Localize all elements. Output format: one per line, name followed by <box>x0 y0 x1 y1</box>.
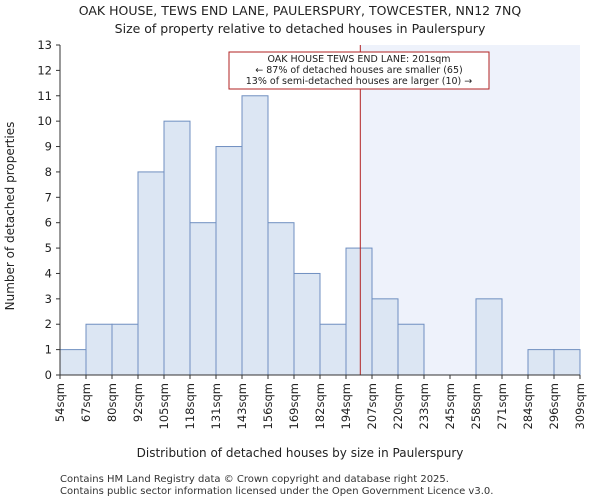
bar-67sqm <box>85 323 113 376</box>
bar-194sqm <box>345 247 373 376</box>
x-tick-label: 296sqm <box>547 383 561 429</box>
bar-182sqm <box>319 323 347 376</box>
y-tick-label: 2 <box>45 317 52 331</box>
annotation-frame <box>228 51 490 90</box>
x-tick-label: 233sqm <box>417 383 431 429</box>
chart-subtitle: Size of property relative to detached ho… <box>115 21 486 36</box>
x-tick-label: 143sqm <box>235 383 249 429</box>
annotation-line-1: OAK HOUSE TEWS END LANE: 201sqm <box>267 54 450 65</box>
y-tick-label: 5 <box>45 241 52 255</box>
y-tick-label: 7 <box>45 190 52 204</box>
annotation-box: OAK HOUSE TEWS END LANE: 201sqm ← 87% of… <box>228 51 490 90</box>
y-tick-label: 6 <box>45 216 52 230</box>
x-axis: 54sqm 67sqm 80sqm 92sqm 105sqm 118sqm 131sqm 14… <box>53 374 587 429</box>
bar-220sqm <box>397 323 425 376</box>
x-tick-label: 54sqm <box>53 383 67 422</box>
bar-54sqm <box>59 349 87 376</box>
x-tick-label: 169sqm <box>287 383 301 429</box>
bars-group <box>59 95 581 376</box>
x-tick-label: 271sqm <box>495 383 509 429</box>
x-tick-label: 156sqm <box>261 383 275 429</box>
y-tick-label: 12 <box>37 63 52 77</box>
bar-80sqm <box>111 323 139 376</box>
bar-284sqm <box>527 349 555 376</box>
bar-169sqm <box>293 272 321 376</box>
footer-line-2: Contains public sector information licen… <box>60 486 493 497</box>
bar-258sqm <box>475 298 503 376</box>
bar-207sqm <box>371 298 399 376</box>
x-axis-label: Distribution of detached houses by size … <box>137 446 464 460</box>
chart-title: OAK HOUSE, TEWS END LANE, PAULERSPURY, T… <box>79 3 522 18</box>
x-tick-label: 92sqm <box>131 383 145 422</box>
x-tick-label: 284sqm <box>521 383 535 429</box>
y-tick-label: 4 <box>45 266 52 280</box>
y-tick-label: 10 <box>37 114 52 128</box>
y-tick-label: 11 <box>37 89 52 103</box>
x-tick-label: 182sqm <box>313 383 327 429</box>
bar-296sqm <box>553 349 581 376</box>
x-tick-label: 220sqm <box>391 383 405 429</box>
annotation-line-2: ← 87% of detached houses are smaller (65… <box>255 65 462 76</box>
y-tick-label: 3 <box>45 292 52 306</box>
y-axis-label: Number of detached properties <box>3 122 17 311</box>
bar-156sqm <box>267 222 295 376</box>
annotation-line-3: 13% of semi-detached houses are larger (… <box>246 76 473 87</box>
bar-92sqm <box>137 171 165 376</box>
x-tick-label: 309sqm <box>573 383 587 429</box>
x-tick-label: 118sqm <box>183 383 197 429</box>
x-tick-label: 80sqm <box>105 383 119 422</box>
x-tick-label: 258sqm <box>469 383 483 429</box>
bar-118sqm <box>189 222 217 376</box>
y-tick-label: 1 <box>45 343 52 357</box>
y-tick-label: 9 <box>45 140 52 154</box>
x-tick-label: 194sqm <box>339 383 353 429</box>
x-tick-label: 207sqm <box>365 383 379 429</box>
y-tick-label: 8 <box>45 165 52 179</box>
bar-131sqm <box>215 146 243 376</box>
bar-105sqm <box>163 120 191 376</box>
y-tick-label: 13 <box>37 38 52 52</box>
x-tick-label: 105sqm <box>157 383 171 429</box>
y-tick-label: 0 <box>45 368 52 382</box>
x-tick-label: 245sqm <box>443 383 457 429</box>
x-tick-label: 67sqm <box>79 383 93 422</box>
bar-143sqm <box>241 95 269 376</box>
x-tick-label: 131sqm <box>209 383 223 429</box>
footer-line-1: Contains HM Land Registry data © Crown c… <box>60 474 449 485</box>
